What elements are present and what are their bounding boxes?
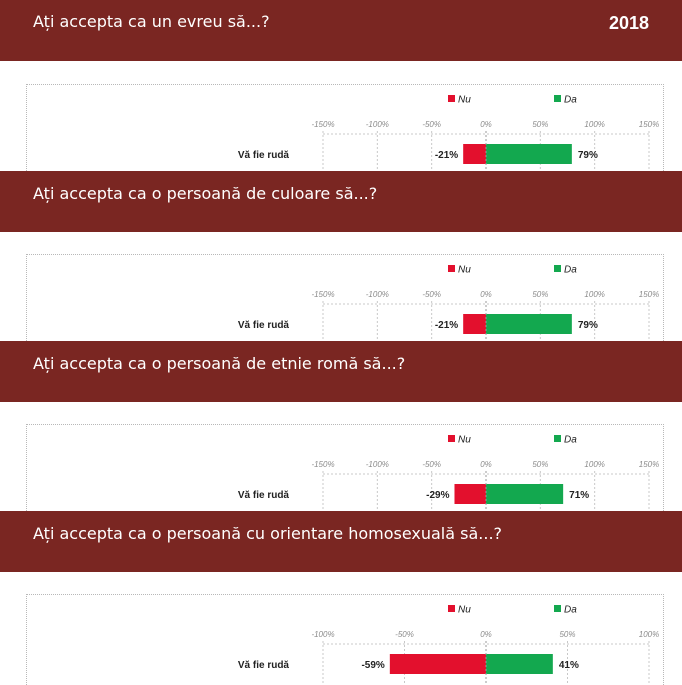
axis-tick-label: 100% (584, 290, 604, 299)
legend-label-nu: Nu (458, 95, 471, 106)
legend-label-da: Da (564, 265, 577, 276)
question-banner-3: Ați accepta ca o persoană de etnie romă … (0, 341, 682, 402)
question-banner-1: Ați accepta ca un evreu să...? 2018 (0, 0, 682, 61)
bar-da (486, 144, 572, 164)
bar-nu (454, 484, 486, 504)
axis-tick-label: -100% (366, 120, 389, 129)
axis-tick-label: 0% (480, 290, 492, 299)
bar-da (486, 484, 564, 504)
axis-tick-label: 150% (639, 120, 659, 129)
axis-tick-label: 150% (639, 290, 659, 299)
year-label: 2018 (608, 13, 649, 33)
legend-label-da: Da (564, 435, 577, 446)
axis-tick-label: 50% (532, 460, 548, 469)
data-label-da: 79% (578, 150, 598, 161)
legend-label-da: Da (564, 605, 577, 616)
data-label-nu: -21% (435, 150, 458, 161)
axis-tick-label: 100% (584, 460, 604, 469)
axis-tick-label: 150% (639, 460, 659, 469)
question-title-3: Ați accepta ca o persoană de etnie romă … (33, 354, 406, 373)
bar-nu (389, 654, 486, 674)
chart-panel-4: Nu Da -100% -50% 0% 50% 100% Vă fie rudă -59% 41% (26, 594, 664, 685)
axis-tick-label: 0% (480, 630, 492, 639)
chart-panel-1: Nu Da -150% -100% -50% 0% 50% 100% 150% Vă fie ru… (26, 84, 664, 175)
axis-tick-label: -50% (422, 290, 441, 299)
axis-tick-label: -100% (311, 630, 334, 639)
bar-da (486, 654, 553, 674)
axis-tick-label: -100% (366, 460, 389, 469)
data-label-da: 79% (578, 320, 598, 331)
chart-panel-3: Nu Da -150% -100% -50% 0% 50% 100% 150% Vă fie ru… (26, 424, 664, 515)
legend-label-nu: Nu (458, 265, 471, 276)
legend-swatch-da (554, 95, 561, 102)
category-label: Vă fie rudă (238, 320, 290, 331)
chart-svg-4: Nu Da -100% -50% 0% 50% 100% Vă fie rudă -59% 41% (238, 605, 659, 685)
axis-tick-label: 50% (559, 630, 575, 639)
bar-da (486, 314, 572, 334)
legend-label-da: Da (564, 95, 577, 106)
legend-label-nu: Nu (458, 605, 471, 616)
axis-tick-label: -150% (311, 290, 334, 299)
bar-nu (463, 144, 486, 164)
chart-panel-2: Nu Da -150% -100% -50% 0% 50% 100% 150% Vă fie ru… (26, 254, 664, 345)
axis-tick-label: 50% (532, 290, 548, 299)
legend-label-nu: Nu (458, 435, 471, 446)
axis-tick-label: 0% (480, 120, 492, 129)
category-label: Vă fie rudă (238, 490, 290, 501)
legend-swatch-nu (448, 435, 455, 442)
axis-tick-label: -150% (311, 120, 334, 129)
data-label-nu: -59% (361, 660, 384, 671)
legend-swatch-nu (448, 605, 455, 612)
axis-tick-label: -150% (311, 460, 334, 469)
legend-swatch-nu (448, 95, 455, 102)
chart-svg-1: Nu Da -150% -100% -50% 0% 50% 100% 150% Vă fie ru… (238, 95, 659, 175)
question-title-4: Ați accepta ca o persoană cu orientare h… (33, 524, 503, 543)
axis-tick-label: -50% (422, 120, 441, 129)
data-label-nu: -21% (435, 320, 458, 331)
axis-tick-label: 50% (532, 120, 548, 129)
question-banner-4: Ați accepta ca o persoană cu orientare h… (0, 511, 682, 572)
bar-nu (463, 314, 486, 334)
axis-tick-label: 0% (480, 460, 492, 469)
question-title-1: Ați accepta ca un evreu să...? (33, 12, 270, 31)
category-label: Vă fie rudă (238, 660, 290, 671)
data-label-da: 71% (569, 490, 589, 501)
data-label-nu: -29% (426, 490, 449, 501)
axis-tick-label: 100% (584, 120, 604, 129)
chart-svg-2: Nu Da -150% -100% -50% 0% 50% 100% 150% Vă fie ru… (238, 265, 659, 345)
legend-swatch-da (554, 605, 561, 612)
axis-tick-label: -50% (422, 460, 441, 469)
legend-swatch-da (554, 265, 561, 272)
category-label: Vă fie rudă (238, 150, 290, 161)
axis-tick-label: -50% (395, 630, 414, 639)
chart-svg-3: Nu Da -150% -100% -50% 0% 50% 100% 150% Vă fie ru… (238, 435, 659, 515)
axis-tick-label: 100% (639, 630, 659, 639)
question-banner-2: Ați accepta ca o persoană de culoare să.… (0, 171, 682, 232)
question-title-2: Ați accepta ca o persoană de culoare să.… (33, 184, 378, 203)
legend-swatch-da (554, 435, 561, 442)
legend-swatch-nu (448, 265, 455, 272)
data-label-da: 41% (559, 660, 579, 671)
axis-tick-label: -100% (366, 290, 389, 299)
